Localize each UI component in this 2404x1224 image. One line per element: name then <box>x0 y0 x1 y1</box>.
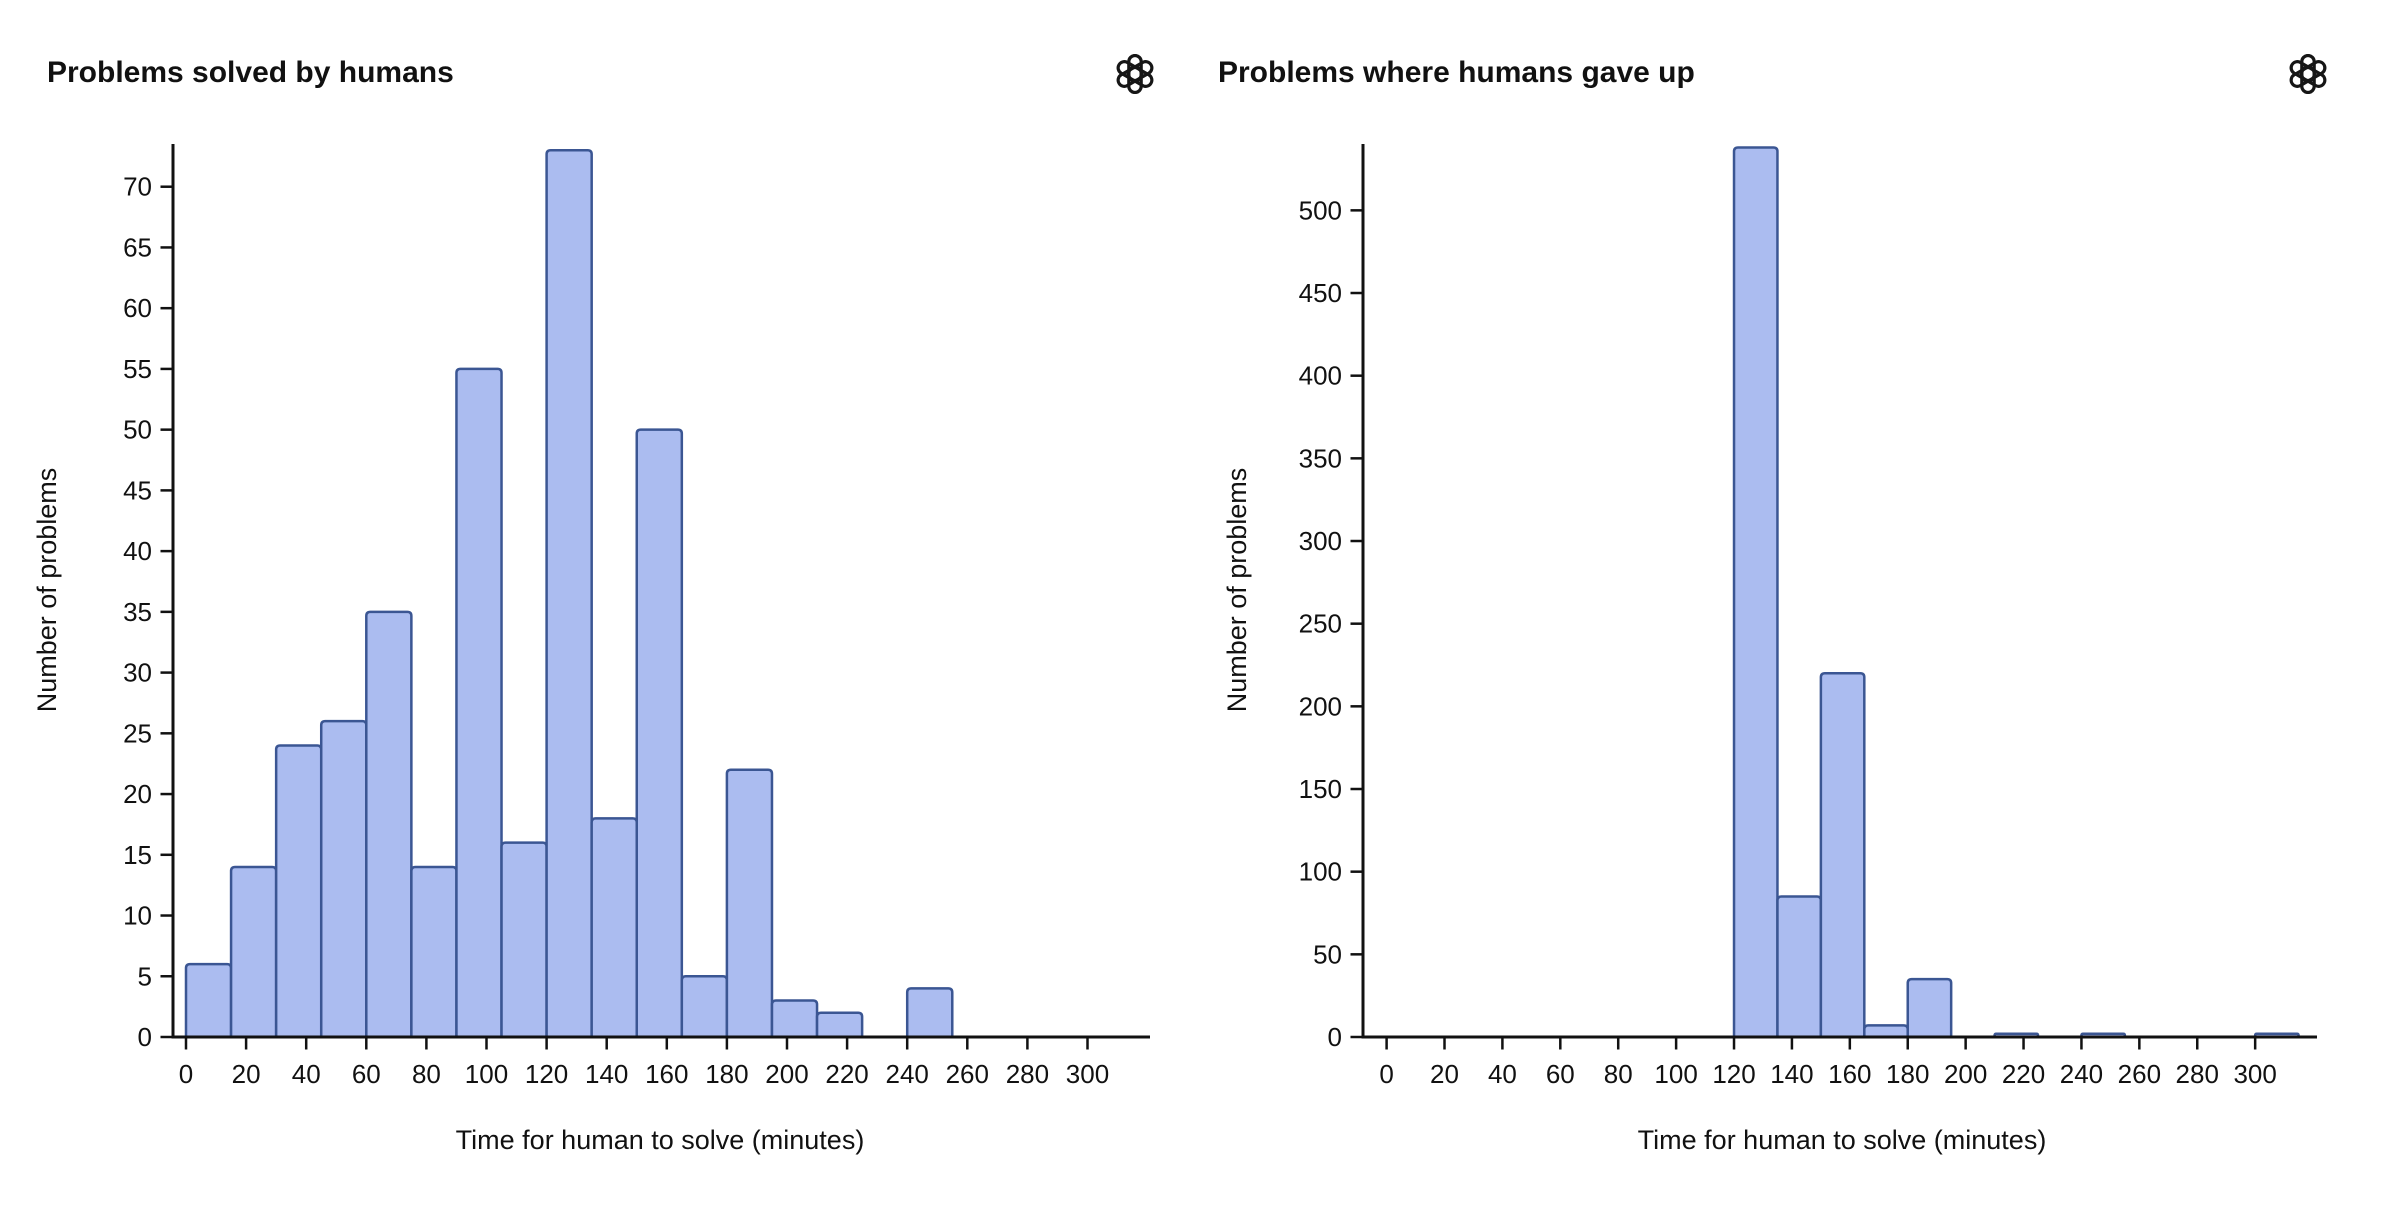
x-tick-label: 20 <box>232 1059 261 1089</box>
x-tick-label: 300 <box>1066 1059 1109 1089</box>
histogram-bar <box>500 841 548 1039</box>
x-tick-label: 60 <box>352 1059 381 1089</box>
solved-histogram-plot: 0 20 40 60 80 100 120 140 160 180 200 220 240 260 280 3… <box>32 144 1150 1155</box>
x-tick-label: 300 <box>2233 1059 2276 1089</box>
x-tick-label: 60 <box>1546 1059 1575 1089</box>
x-tick-label: 160 <box>1828 1059 1871 1089</box>
y-tick-label: 0 <box>1328 1022 1342 1052</box>
y-tick-label: 450 <box>1299 278 1342 308</box>
x-tick-label: 260 <box>946 1059 989 1089</box>
y-tick-label: 500 <box>1299 195 1342 225</box>
y-tick-label: 25 <box>123 718 152 748</box>
y-tick-label: 70 <box>123 172 152 202</box>
x-tick-label: 180 <box>705 1059 748 1089</box>
histogram-bar <box>1906 977 1953 1039</box>
histogram-bar <box>319 719 368 1039</box>
histogram-bar <box>410 865 458 1039</box>
histogram-bar <box>455 367 503 1039</box>
y-tick-label: 150 <box>1299 774 1342 804</box>
x-tick-label: 120 <box>1712 1059 1755 1089</box>
x-tick-label: 80 <box>1604 1059 1633 1089</box>
openai-logo-icon <box>2288 53 2328 95</box>
x-tick-label: 140 <box>585 1059 628 1089</box>
y-tick-label: 50 <box>1313 939 1342 969</box>
x-tick-label: 0 <box>179 1059 193 1089</box>
y-tick-label: 300 <box>1299 526 1342 556</box>
y-tick-label: 0 <box>138 1022 152 1052</box>
y-tick-label: 45 <box>123 475 152 505</box>
y-tick-label: 400 <box>1299 361 1342 391</box>
chart-title: Problems solved by humans <box>47 56 454 89</box>
x-tick-label: 20 <box>1430 1059 1459 1089</box>
histogram-bar <box>545 149 593 1039</box>
x-axis-label: Time for human to solve (minutes) <box>456 1125 865 1155</box>
x-tick-label: 200 <box>1944 1059 1987 1089</box>
chart-panel-gave-up: 0 20 40 60 80 100 120 140 160 180 200 220 240 260 280 3… <box>1202 0 2404 1224</box>
x-tick-label: 180 <box>1886 1059 1929 1089</box>
histogram-bar <box>635 428 684 1039</box>
y-tick-label: 35 <box>123 597 152 627</box>
y-tick-label: 60 <box>123 293 152 323</box>
histogram-bar <box>365 610 413 1039</box>
x-tick-label: 160 <box>645 1059 688 1089</box>
histogram-bar <box>905 987 954 1039</box>
y-tick-label: 250 <box>1299 609 1342 639</box>
y-tick-label: 200 <box>1299 691 1342 721</box>
y-tick-label: 55 <box>123 354 152 384</box>
gave-up-histogram-plot: 0 20 40 60 80 100 120 140 160 180 200 220 240 260 280 3… <box>1222 144 2317 1155</box>
y-axis-label: Number of problems <box>1222 468 1252 713</box>
x-tick-label: 220 <box>2002 1059 2045 1089</box>
x-tick-label: 240 <box>2060 1059 2103 1089</box>
x-tick-label: 240 <box>886 1059 929 1089</box>
x-tick-label: 40 <box>1488 1059 1517 1089</box>
x-axis-label: Time for human to solve (minutes) <box>1638 1125 2047 1155</box>
histogram-bar <box>1819 672 1866 1039</box>
y-tick-label: 20 <box>123 779 152 809</box>
chart-title: Problems where humans gave up <box>1218 56 1695 89</box>
histogram-bar <box>680 975 729 1039</box>
histogram-bar <box>274 744 323 1039</box>
y-tick-label: 15 <box>123 840 152 870</box>
histogram-bar <box>184 962 233 1039</box>
y-tick-label: 350 <box>1299 443 1342 473</box>
x-tick-label: 40 <box>292 1059 321 1089</box>
x-tick-label: 0 <box>1379 1059 1393 1089</box>
histogram-bar <box>1863 1024 1909 1039</box>
x-tick-label: 80 <box>412 1059 441 1089</box>
y-tick-label: 50 <box>123 415 152 445</box>
histogram-bar <box>1732 146 1779 1039</box>
y-tick-label: 100 <box>1299 857 1342 887</box>
openai-logo-icon <box>1115 53 1155 95</box>
x-tick-label: 140 <box>1770 1059 1813 1089</box>
histogram-bar <box>770 999 819 1039</box>
y-tick-label: 10 <box>123 901 152 931</box>
chart-panel-solved: 0 20 40 60 80 100 120 140 160 180 200 220 240 260 280 3… <box>32 53 1155 1155</box>
histogram-bar <box>815 1011 864 1039</box>
x-tick-label: 260 <box>2118 1059 2161 1089</box>
x-tick-label: 120 <box>525 1059 568 1089</box>
y-tick-label: 5 <box>138 961 152 991</box>
y-axis-label: Number of problems <box>32 468 62 713</box>
histogram-bar <box>590 817 638 1039</box>
x-tick-label: 100 <box>465 1059 508 1089</box>
histogram-bar <box>1776 895 1823 1039</box>
histogram-bar <box>725 768 774 1039</box>
x-tick-label: 220 <box>825 1059 868 1089</box>
x-tick-label: 280 <box>2176 1059 2219 1089</box>
histogram-bar <box>229 865 278 1039</box>
y-tick-label: 30 <box>123 658 152 688</box>
x-tick-label: 200 <box>765 1059 808 1089</box>
y-tick-label: 40 <box>123 536 152 566</box>
y-tick-label: 65 <box>123 232 152 262</box>
x-tick-label: 100 <box>1654 1059 1697 1089</box>
x-tick-label: 280 <box>1006 1059 1049 1089</box>
